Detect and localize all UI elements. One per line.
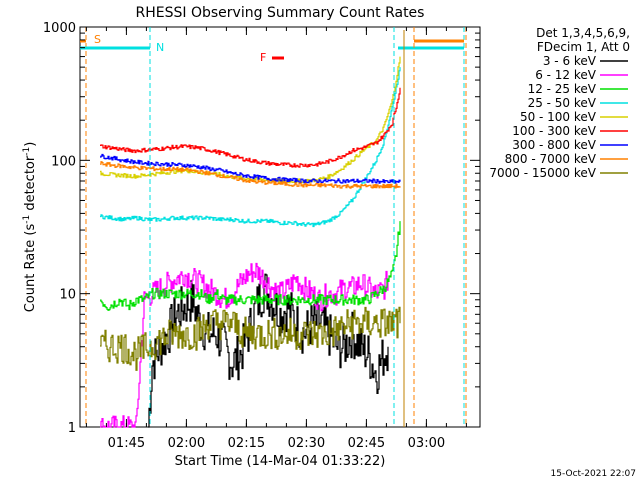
y-tick-label-3: 1000: [43, 21, 76, 36]
series-line-0: [148, 273, 389, 428]
chart-title: RHESSI Observing Summary Count Rates: [136, 5, 425, 21]
y-tick-label-1: 10: [59, 288, 76, 303]
annotation-n: N: [156, 41, 164, 54]
series-line-1: [100, 262, 389, 428]
x-tick-label-1: 02:00: [168, 436, 205, 451]
series-line-7: [100, 161, 401, 189]
y-tick-label-2: 100: [51, 154, 76, 169]
legend-header-2: FDecim 1, Att 0: [537, 40, 630, 54]
footer-date: 15-Oct-2021 22:07: [551, 469, 636, 479]
legend-label-0: 3 - 6 keV: [543, 54, 597, 68]
y-axis-label-main: Count Rate (s: [23, 224, 38, 313]
y-axis-label-mid: detector: [23, 155, 38, 215]
legend-label-8: 7000 - 15000 keV: [489, 166, 596, 180]
series-layer: [100, 56, 401, 428]
y-axis-label: Count Rate (s-1 detector-1): [22, 142, 38, 313]
legend-label-1: 6 - 12 keV: [535, 68, 597, 82]
y-axis-label-sup1: -1: [22, 215, 32, 224]
x-tick-label-3: 02:30: [288, 436, 325, 451]
legend-label-3: 25 - 50 keV: [528, 96, 597, 110]
x-tick-label-0: 01:45: [108, 436, 145, 451]
annotation-f: F: [260, 51, 266, 64]
series-line-2: [100, 221, 401, 311]
legend-label-2: 12 - 25 keV: [528, 82, 597, 96]
annotation-s: S: [94, 33, 101, 46]
series-line-8: [100, 306, 401, 371]
x-tick-label-4: 02:45: [348, 436, 385, 451]
x-axis-ticks: 01:45 02:00 02:15 02:30 02:45 03:00: [85, 27, 467, 451]
series-line-4: [100, 56, 401, 184]
series-line-5: [100, 87, 401, 168]
legend-label-4: 50 - 100 keV: [520, 110, 597, 124]
x-axis-label: Start Time (14-Mar-04 01:33:22): [175, 454, 386, 469]
annotation-layer: S N F: [80, 27, 467, 427]
y-tick-label-0: 1: [68, 421, 76, 436]
legend-label-6: 300 - 800 keV: [512, 138, 596, 152]
series-line-3: [100, 67, 401, 228]
legend: Det 1,3,4,5,6,9, FDecim 1, Att 0 3 - 6 k…: [489, 26, 630, 180]
plot-frame: [79, 26, 481, 428]
legend-header-1: Det 1,3,4,5,6,9,: [536, 26, 630, 40]
legend-label-5: 100 - 300 keV: [512, 124, 596, 138]
y-axis-ticks: 1 10 100 1000: [43, 21, 480, 436]
x-tick-label-5: 03:00: [408, 436, 445, 451]
y-axis-label-sup2: -1: [22, 147, 32, 156]
y-axis-label-end: ): [23, 142, 38, 147]
legend-label-7: 800 - 7000 keV: [505, 152, 597, 166]
x-tick-label-2: 02:15: [228, 436, 265, 451]
